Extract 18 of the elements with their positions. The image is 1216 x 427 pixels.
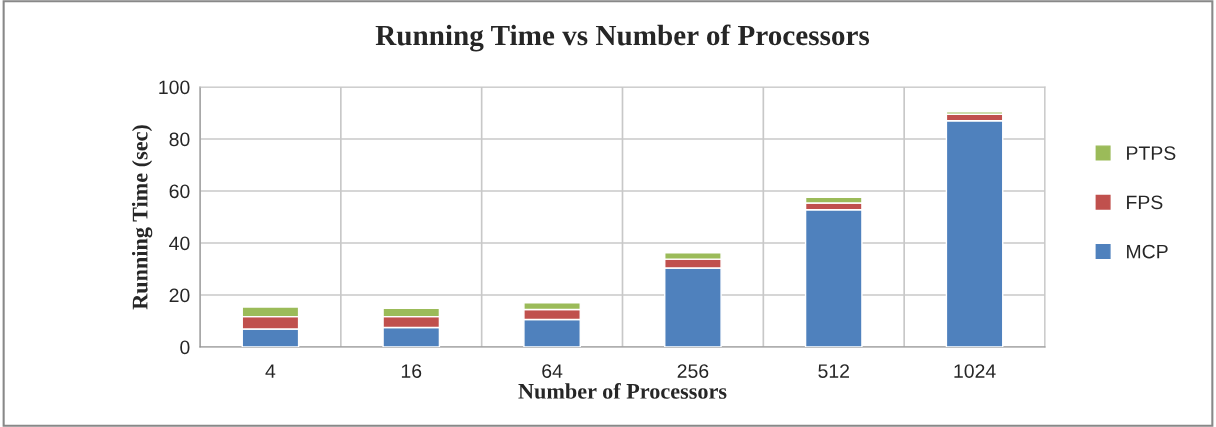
y-tick-label: 80	[169, 132, 190, 147]
x-tick-label: 4	[265, 364, 276, 378]
y-axis-title: Running Time (sec)	[131, 125, 153, 310]
x-tick-label: 64	[542, 364, 563, 378]
y-tick-label: 0	[180, 340, 190, 355]
x-tick-label: 16	[401, 364, 422, 378]
y-tick-label: 100	[159, 80, 190, 95]
legend-label: MCP	[1127, 244, 1168, 259]
x-axis-title: Number of Processors	[518, 382, 727, 399]
y-tick-label: 20	[169, 288, 190, 303]
x-tick-label: 1024	[954, 364, 996, 378]
x-tick-label: 512	[818, 364, 849, 378]
x-tick-label: 256	[677, 364, 709, 378]
legend-label: FPS	[1127, 195, 1163, 210]
y-tick-label: 60	[169, 184, 190, 199]
chart-title: Running Time vs Number of Processors	[375, 24, 870, 52]
legend-label: PTPS	[1127, 146, 1176, 160]
y-tick-label: 40	[169, 236, 190, 251]
